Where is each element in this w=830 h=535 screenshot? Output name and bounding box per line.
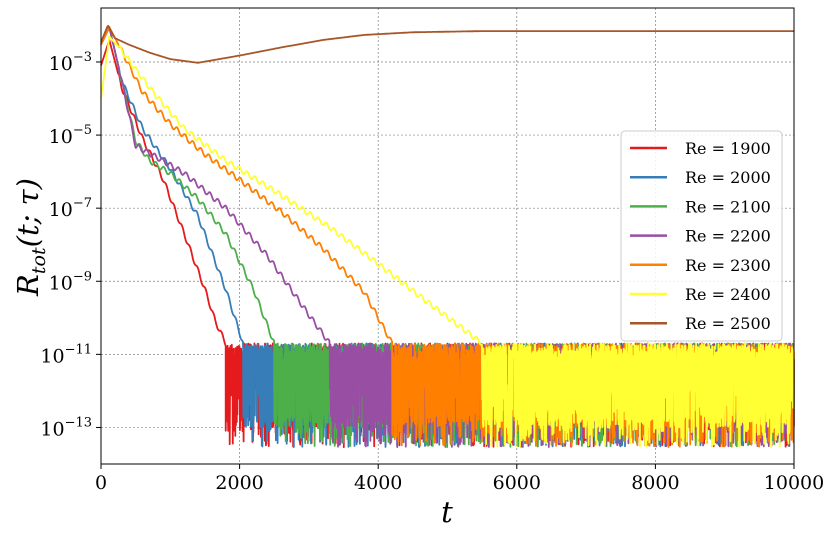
series-line-2400	[100, 35, 795, 449]
x-tick-label: 0	[95, 472, 107, 494]
series-line-2500	[100, 24, 795, 64]
x-tick-label: 6000	[493, 472, 541, 494]
legend-label: Re = 2300	[685, 256, 771, 275]
y-tick-label: 10−3	[49, 50, 92, 75]
legend-label: Re = 2100	[685, 197, 771, 216]
axes-ticks: 0 2000 4000 6000 8000 10000 10−13 10−11 10−9 10−7…	[40, 50, 824, 494]
y-axis-label-sub: tot	[28, 247, 50, 274]
legend-label: Re = 2400	[685, 285, 771, 304]
y-tick-label: 10−13	[40, 415, 92, 440]
legend-box	[620, 130, 783, 342]
plot-area	[100, 24, 795, 449]
x-axis-label: t	[441, 495, 453, 529]
legend-label: Re = 1900	[685, 139, 771, 158]
x-tick-label: 10000	[764, 472, 824, 494]
x-tick-label: 4000	[354, 472, 402, 494]
legend: Re = 1900 Re = 2000 Re = 2100 Re = 2200 Re =…	[620, 130, 783, 342]
legend-label: Re = 2200	[685, 227, 771, 246]
plot-frame	[100, 7, 795, 465]
y-axis-label-args: (t; τ)	[11, 178, 45, 247]
y-tick-label: 10−7	[49, 196, 92, 221]
y-tick-label: 10−11	[40, 342, 92, 367]
y-axis-label-base: R	[11, 274, 45, 297]
x-tick-label: 2000	[215, 472, 263, 494]
legend-label: Re = 2500	[685, 314, 771, 333]
y-axis-label: Rtot(t; τ)	[11, 178, 50, 297]
legend-label: Re = 2000	[685, 168, 771, 187]
y-tick-label: 10−5	[49, 123, 92, 148]
x-tick-label: 8000	[631, 472, 679, 494]
y-tick-label: 10−9	[49, 269, 92, 294]
